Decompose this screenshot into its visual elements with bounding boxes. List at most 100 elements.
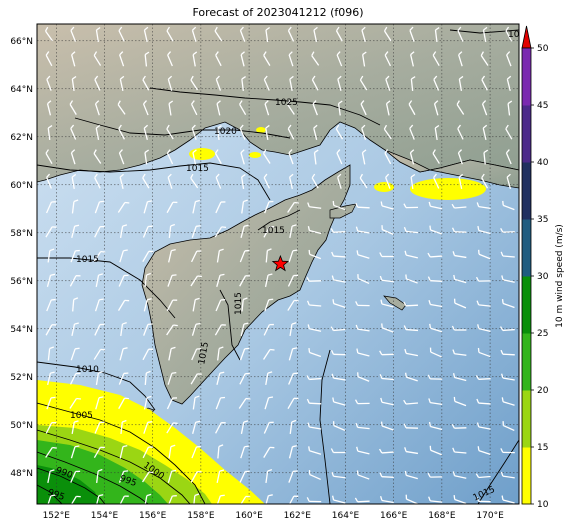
wind-barb <box>427 276 443 282</box>
wind-barb <box>119 224 128 239</box>
wind-barb <box>95 124 101 141</box>
wind-barb <box>141 471 154 483</box>
wind-barb <box>306 276 322 282</box>
wind-barb <box>500 227 515 233</box>
wind-barb <box>384 51 392 67</box>
wind-barb <box>380 299 394 308</box>
wind-barb <box>500 373 515 381</box>
wind-barb <box>313 26 318 43</box>
wind-barb <box>311 75 319 91</box>
wind-barb <box>361 26 366 42</box>
pressure-contours <box>37 29 519 504</box>
wind-barb <box>216 469 225 484</box>
wind-barb <box>458 173 464 190</box>
wind-barb <box>378 448 394 454</box>
wind-barb <box>288 470 298 483</box>
wind-barb <box>330 349 346 356</box>
colorbar: 10 15 20 25 30 35 40 45 50 10 m wind speed (m/s) <box>521 25 565 510</box>
wind-barb <box>379 495 394 504</box>
wind-barb <box>482 124 488 140</box>
colorbar-segment <box>522 162 531 220</box>
wind-barb <box>142 250 154 263</box>
wind-barb <box>215 201 226 214</box>
wind-shade-yellow-n5 <box>256 127 266 133</box>
contour-1015-e <box>477 439 519 504</box>
wind-barb <box>192 420 201 434</box>
colorbar-tick-label: 20 <box>537 386 549 396</box>
wind-barb <box>410 51 415 67</box>
wind-barb <box>429 225 443 235</box>
wind-barb <box>168 223 176 239</box>
wind-barb <box>481 100 488 116</box>
wind-barb <box>94 173 101 189</box>
wind-barb <box>287 397 299 410</box>
wind-barb <box>408 100 416 116</box>
wind-barb <box>45 324 57 336</box>
wind-barb <box>191 322 201 336</box>
wind-barb <box>119 173 124 189</box>
wind-barb <box>427 472 443 478</box>
wind-barb <box>383 26 392 42</box>
wind-barb <box>192 297 200 312</box>
wind-barb <box>481 173 489 189</box>
lat-tick-label: 50°N <box>10 421 33 431</box>
colorbar-segment <box>522 219 531 277</box>
wind-barb <box>192 51 198 67</box>
wind-barb <box>404 470 418 480</box>
wind-barb <box>167 274 177 287</box>
contour-1015-se <box>319 349 331 504</box>
wind-barb <box>168 248 176 263</box>
wind-barb <box>403 226 419 234</box>
wind-barb <box>142 446 153 459</box>
wind-barb <box>70 124 77 140</box>
wind-barb <box>331 471 346 479</box>
colorbar-tick-label: 30 <box>537 272 549 282</box>
wind-barb <box>45 446 57 458</box>
wind-barb <box>190 100 198 116</box>
wind-barb <box>403 399 419 405</box>
wind-barb <box>433 75 440 91</box>
wind-barb <box>288 51 294 67</box>
wind-barb <box>70 347 80 361</box>
contour-1015-c <box>219 289 241 361</box>
wind-barb <box>94 226 105 238</box>
wind-barb <box>457 149 463 165</box>
wind-barb <box>306 375 322 381</box>
contour-label-1015-n: 1015 <box>186 164 209 174</box>
wind-barb <box>403 203 419 209</box>
wind-barb <box>287 201 299 213</box>
wind-barb <box>240 224 249 238</box>
wind-barb <box>385 75 391 91</box>
wind-barb <box>265 26 271 43</box>
wind-barb <box>93 250 106 262</box>
lat-tick-label: 56°N <box>10 277 33 287</box>
wind-barb <box>166 324 178 336</box>
wind-barb <box>72 297 79 312</box>
wind-barb <box>380 397 394 406</box>
wind-barb <box>168 444 176 459</box>
wind-barb <box>428 421 443 431</box>
wind-barb <box>451 325 467 331</box>
wind-barb <box>168 346 176 361</box>
wind-barb <box>409 149 415 165</box>
wind-barb <box>241 76 246 92</box>
wind-barb <box>71 199 79 214</box>
wind-barb <box>69 275 81 287</box>
wind-barb <box>331 275 346 283</box>
colorbar-segment <box>522 390 531 448</box>
wind-barb <box>167 371 177 385</box>
wind-barb <box>143 421 153 434</box>
wind-barb <box>308 249 322 260</box>
wind-barb <box>308 446 322 455</box>
wind-barb <box>501 397 515 406</box>
wind-barb <box>191 445 201 459</box>
wind-barb <box>452 251 467 259</box>
wind-barb <box>506 75 512 91</box>
wind-barb <box>46 494 56 504</box>
wind-barb <box>288 347 298 361</box>
wind-barb <box>190 75 199 91</box>
colorbar-label: 10 m wind speed (m/s) <box>555 224 565 328</box>
colorbar-tick-label: 35 <box>537 215 548 225</box>
wind-barb <box>191 26 197 42</box>
wind-barb <box>428 201 443 210</box>
